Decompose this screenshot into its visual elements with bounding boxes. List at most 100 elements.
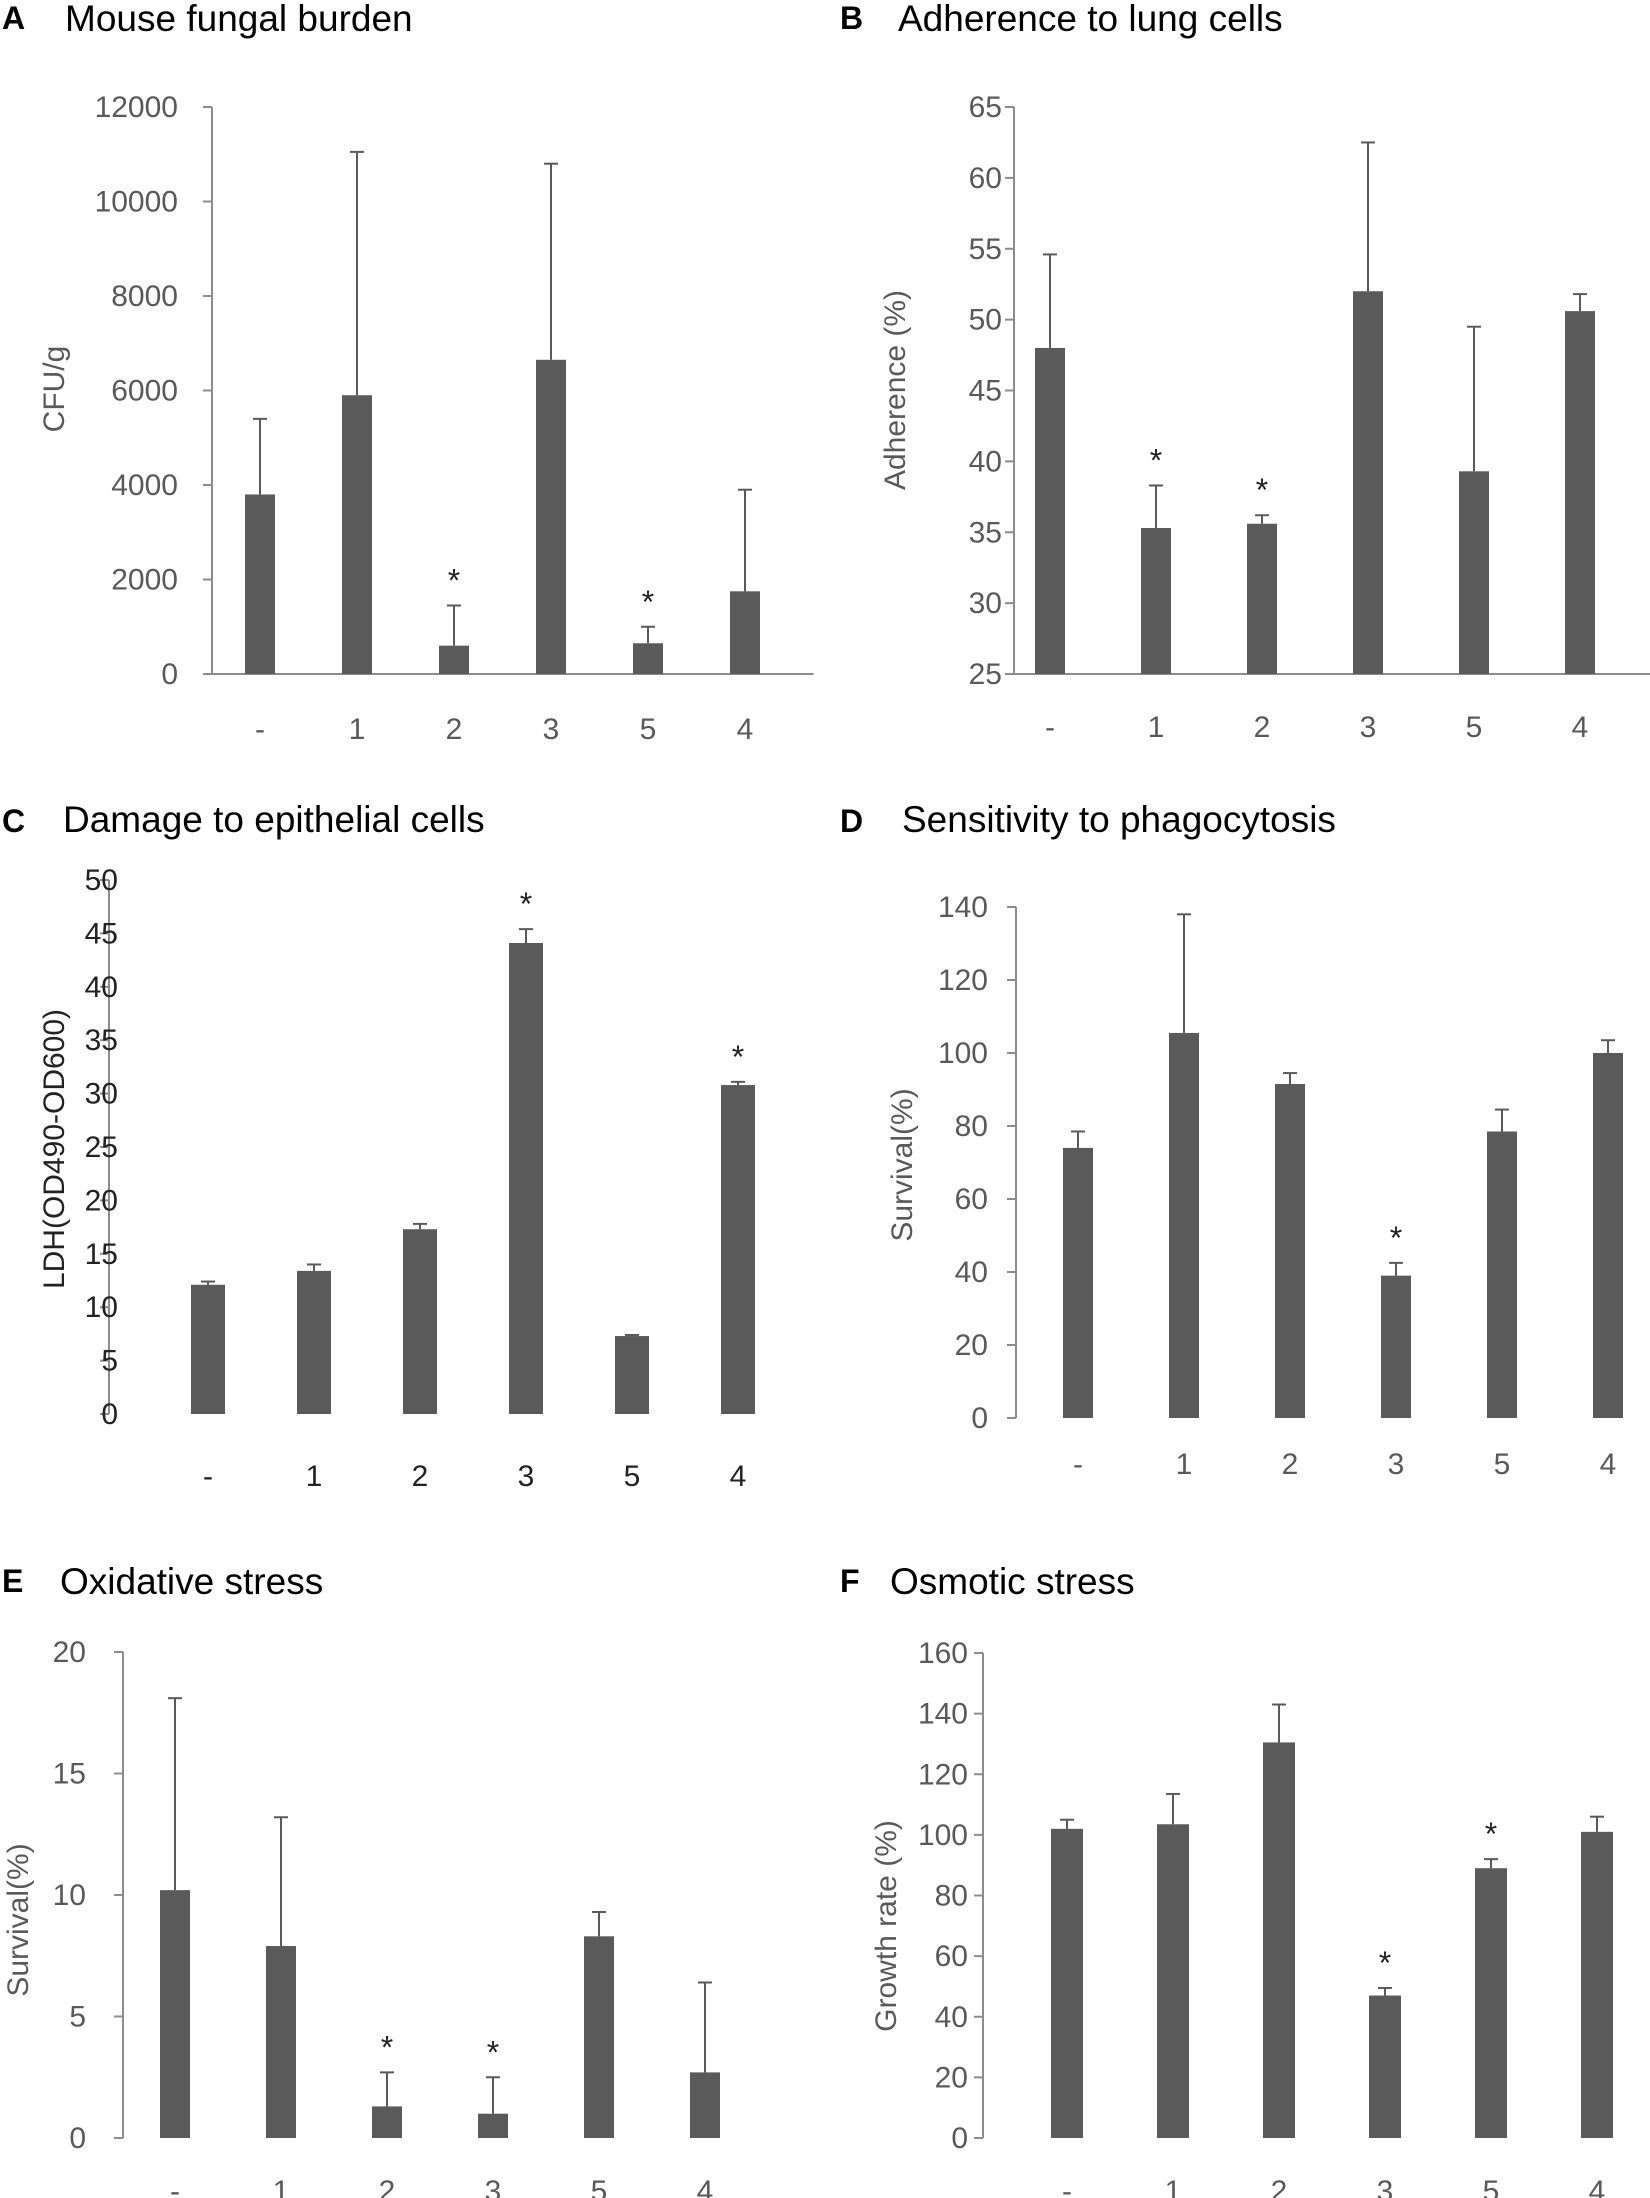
bar-e: [372, 2106, 402, 2138]
category-label-c: 4: [730, 1460, 747, 1493]
bar-e: [584, 1936, 614, 2138]
y-tick-label-c: 25: [85, 1131, 118, 1164]
y-tick-label-e: 10: [53, 1879, 86, 1912]
category-label-e: 2: [379, 2175, 396, 2198]
category-label-e: 3: [485, 2175, 502, 2198]
y-tick-label-c: 35: [85, 1024, 118, 1057]
y-tick-label-d: 20: [955, 1329, 988, 1362]
bar-d: [1063, 1147, 1093, 1418]
category-label-f: 1: [1165, 2175, 1182, 2198]
bar-f: [1581, 1831, 1613, 2138]
category-label-e: 5: [591, 2175, 608, 2198]
y-tick-label-b: 35: [969, 516, 1002, 549]
category-label-d: 2: [1282, 1448, 1299, 1481]
bar-b: [1035, 347, 1065, 674]
category-label-a: 5: [640, 713, 657, 746]
bar-a: [245, 494, 275, 674]
significance-star-c: *: [732, 1039, 744, 1075]
y-tick-label-d: 80: [955, 1110, 988, 1143]
y-tick-label-e: 0: [69, 2122, 86, 2155]
bar-e: [690, 2072, 720, 2138]
y-tick-label-a: 4000: [111, 469, 178, 502]
significance-star-a: *: [642, 584, 654, 620]
panel-letter-a: A: [2, 0, 25, 36]
y-tick-label-c: 20: [85, 1184, 118, 1217]
category-label-d: 3: [1388, 1448, 1405, 1481]
y-tick-label-f: 140: [918, 1698, 968, 1731]
panel-d: D Sensitivity to phagocytosis Survival(%…: [840, 799, 1623, 1481]
category-label-b: 3: [1360, 711, 1377, 744]
category-label-c: 3: [518, 1460, 535, 1493]
bar-a: [439, 645, 469, 674]
panel-letter-f: F: [840, 1563, 860, 1599]
panel-e: E Oxidative stress Survival(%) 05101520-…: [2, 1561, 720, 2198]
bar-d: [1275, 1084, 1305, 1418]
significance-star-b: *: [1256, 472, 1268, 508]
category-label-d: 1: [1176, 1448, 1193, 1481]
y-tick-label-a: 0: [161, 658, 178, 691]
y-tick-label-b: 65: [969, 91, 1002, 124]
bar-c: [509, 943, 543, 1414]
panel-title-b: Adherence to lung cells: [898, 0, 1283, 39]
category-label-f: 2: [1271, 2175, 1288, 2198]
bar-e: [478, 2113, 508, 2138]
panel-a: A Mouse fungal burden CFU/g 0 2000 4000 600…: [2, 0, 814, 746]
y-tick-label-e: 20: [53, 1636, 86, 1669]
y-tick-label-a: 8000: [111, 280, 178, 313]
bar-e: [266, 1946, 296, 2138]
panel-title-a: Mouse fungal burden: [65, 0, 413, 39]
category-label-c: 5: [624, 1460, 641, 1493]
y-axis-label-b: Adherence (%): [879, 290, 912, 490]
y-tick-label-f: 40: [935, 2001, 968, 2034]
panel-letter-b: B: [840, 0, 863, 36]
y-axis-label-f: Growth rate (%): [870, 1820, 903, 2032]
bar-f: [1157, 1824, 1189, 2138]
bar-b: [1141, 527, 1171, 674]
category-label-b: -: [1045, 711, 1055, 744]
y-tick-label-b: 55: [969, 233, 1002, 266]
y-tick-label-a: 12000: [95, 91, 178, 124]
category-label-e: 1: [273, 2175, 290, 2198]
y-tick-label-b: 40: [969, 445, 1002, 478]
y-tick-label-c: 40: [85, 971, 118, 1004]
bar-f: [1051, 1828, 1083, 2138]
category-label-a: 1: [349, 713, 366, 746]
y-tick-label-e: 5: [69, 2001, 86, 2034]
panel-letter-d: D: [840, 803, 863, 839]
category-label-c: 2: [412, 1460, 429, 1493]
bar-b: [1565, 311, 1595, 674]
category-label-c: -: [203, 1460, 213, 1493]
y-tick-label-b: 60: [969, 162, 1002, 195]
category-label-a: 2: [446, 713, 463, 746]
category-label-b: 1: [1148, 711, 1165, 744]
category-label-e: -: [170, 2175, 180, 2198]
y-axis-label-c: LDH(OD490-OD600): [38, 1009, 71, 1289]
y-tick-label-f: 60: [935, 1940, 968, 1973]
y-tick-label-c: 15: [85, 1238, 118, 1271]
panel-title-f: Osmotic stress: [890, 1561, 1135, 1602]
panel-b: B Adherence to lung cells Adherence (%) …: [840, 0, 1650, 744]
bar-d: [1169, 1032, 1199, 1418]
y-tick-label-d: 0: [971, 1402, 988, 1435]
significance-star-f: *: [1485, 1816, 1497, 1852]
bar-d: [1593, 1053, 1623, 1418]
y-tick-label-d: 140: [938, 891, 988, 924]
bar-f: [1369, 1995, 1401, 2138]
category-label-a: -: [255, 713, 265, 746]
bar-c: [615, 1336, 649, 1414]
significance-star-c: *: [520, 886, 532, 922]
bar-c: [297, 1270, 331, 1414]
y-tick-label-d: 60: [955, 1183, 988, 1216]
y-tick-label-d: 100: [938, 1037, 988, 1070]
category-label-f: 3: [1377, 2175, 1394, 2198]
bar-b: [1459, 471, 1489, 674]
y-tick-label-b: 45: [969, 375, 1002, 408]
category-label-b: 2: [1254, 711, 1271, 744]
significance-star-d: *: [1390, 1220, 1402, 1256]
bar-d: [1487, 1131, 1517, 1418]
category-label-b: 4: [1572, 711, 1589, 744]
y-tick-label-c: 0: [101, 1398, 118, 1431]
y-tick-label-f: 160: [918, 1637, 968, 1670]
y-tick-label-c: 10: [85, 1291, 118, 1324]
panel-letter-c: C: [2, 803, 25, 839]
